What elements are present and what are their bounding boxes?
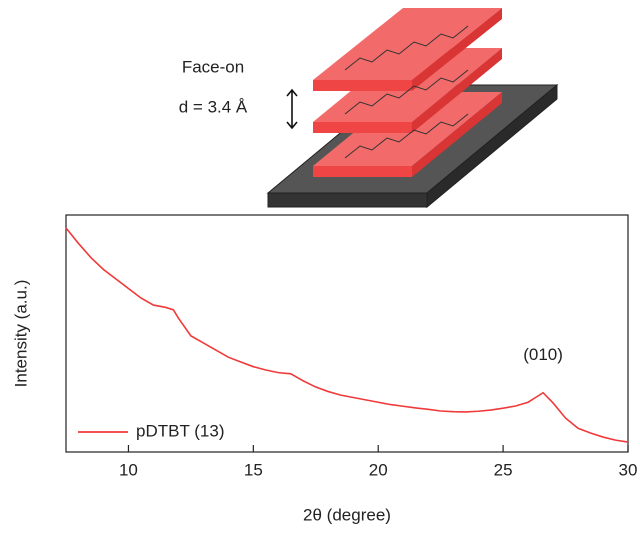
peak-annotation: (010) <box>523 345 563 364</box>
legend-label: pDTBT (13) <box>136 421 225 440</box>
x-tick-label: 10 <box>119 460 138 479</box>
slab-side <box>412 8 502 91</box>
y-axis-label: Intensity (a.u.) <box>11 280 30 388</box>
spacing-label: d = 3.4 Å <box>179 97 248 116</box>
slab-top <box>313 8 502 80</box>
x-tick-label: 15 <box>244 460 263 479</box>
slab-front <box>313 80 412 91</box>
slab <box>313 8 502 177</box>
substrate-side <box>426 83 558 209</box>
spacing-arrow <box>286 88 298 130</box>
slab-side <box>412 92 502 177</box>
plot: 10 15 20 25 30 2θ (degree) Intensity (a.u.) (01… <box>11 214 638 524</box>
illustration: Face-on d = 3.4 Å <box>179 8 559 209</box>
x-tick-label: 30 <box>619 460 638 479</box>
slab-side <box>412 48 502 133</box>
plot-frame <box>65 214 629 453</box>
x-tick-label: 25 <box>494 460 513 479</box>
substrate-front <box>267 192 428 208</box>
slab-front <box>313 166 412 177</box>
stack-label: Face-on <box>182 57 244 76</box>
data-line <box>65 227 629 443</box>
molecule-sketch <box>344 25 469 159</box>
x-axis-label: 2θ (degree) <box>303 505 391 524</box>
slab-front <box>313 122 412 133</box>
x-tick-label: 20 <box>369 460 388 479</box>
